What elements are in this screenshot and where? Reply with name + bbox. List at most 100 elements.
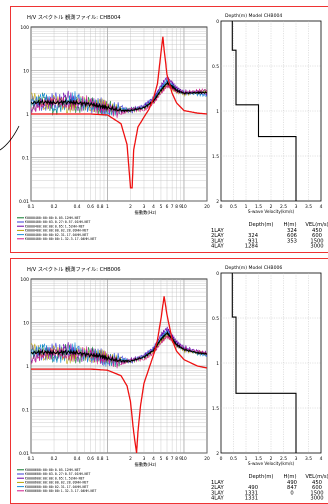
legend-entry: €0000600:00:00:00:1.32.3.17.04HH-NET (25, 489, 96, 493)
table-cell-velocity: 600 (312, 233, 322, 239)
hv-xtick-label: 10 (181, 204, 187, 210)
table-cell-layer: 1LAY (211, 228, 224, 234)
table-cell-velocity: 600 (312, 485, 322, 491)
table-cell-velocity: 450 (312, 480, 322, 486)
table-cell-layer: 4LAY (211, 496, 224, 502)
table-cell-depth: 1284 (245, 244, 259, 250)
hv-ytick-label: 0.01 (19, 451, 29, 457)
site-panel-chb004: H/V スペクトル 観測ファイル: CHB004 100 10 1 0.1 0.01 0.1… (10, 6, 328, 253)
hv-legend: €0000400:00:00:0.05.12HH-NET€0000400:00:… (17, 216, 96, 241)
legend-entry: €0000400:00:03.0.27:0.57.01HH-NET (25, 220, 91, 224)
hv-xtick-label: 2 (129, 204, 132, 210)
site-panel-chb006: H/V スペクトル 観測ファイル: CHB006 100 10 1 0.1 0.01 0.1… (10, 258, 328, 504)
vs-xtick-label: 0 (220, 204, 223, 210)
observed-hv-line-3 (31, 83, 207, 116)
hv-xtick-label: 0.2 (51, 456, 58, 462)
theoretical-hv-line (31, 36, 207, 189)
hv-ytick-label: 0.01 (19, 199, 29, 205)
vs-profile-line (231, 273, 297, 453)
hv-xtick-label: 0.6 (87, 456, 94, 462)
hv-chart-title: H/V スペクトル 観測ファイル: CHB004 (27, 13, 121, 21)
table-cell-depth: 324 (248, 233, 259, 239)
table-cell-depth: 931 (248, 238, 258, 244)
vs-xtick-label: 1 (245, 456, 248, 462)
hv-xtick-label: 3 (143, 204, 146, 210)
table-header: VEL(m/s) (305, 222, 328, 228)
vs-xtick-label: 3 (295, 204, 298, 210)
chb006-figure: H/V スペクトル 観測ファイル: CHB0061001010.10.010.1… (17, 265, 328, 502)
hv-ytick-label: 100 (20, 25, 29, 31)
mean-hv-line (31, 80, 207, 113)
vs-plot-area (220, 272, 322, 454)
legend-entry: €0000600:00:00:0.05.12HH-NET (25, 468, 81, 472)
vs-xtick-label: 0.5 (230, 456, 237, 462)
table-cell-thickness: 606 (287, 233, 297, 239)
vs-xtick-label: 4 (320, 204, 323, 210)
hv-gridlines (30, 279, 208, 454)
hv-xtick-label: 0.4 (74, 204, 81, 210)
table-header: H(m) (283, 474, 296, 480)
hv-ytick-label: 0.1 (22, 408, 29, 414)
table-cell-layer: 1LAY (211, 480, 224, 486)
hv-xtick-label: 6 (166, 204, 169, 210)
vs-chart-title: Depth(m) Model CHB004 (225, 13, 282, 19)
observed-hv-line-3 (31, 334, 207, 366)
vs-xtick-label: 2.5 (280, 456, 287, 462)
vs-plot-area (220, 20, 322, 202)
hv-xtick-label: 20 (204, 456, 210, 462)
legend-entry: €0000400:00:00:00:1.32.3.17.04HH-NET (25, 237, 96, 241)
vs-ytick-label: 1 (216, 109, 219, 115)
vs-profile-line (231, 21, 297, 201)
hv-xtick-label: 4 (152, 204, 155, 210)
hv-xtick-label: 6 (166, 456, 169, 462)
vs-ytick-label: 2 (216, 451, 219, 457)
table-cell-velocity: 1500 (310, 238, 323, 244)
vs-xaxis-label: S-wave Velocity(km/s) (248, 461, 295, 466)
table-cell-depth: 1331 (245, 490, 258, 496)
legend-entry: €0000400:00:00:00.02.28.09HH-NET (25, 229, 89, 233)
table-cell-layer: 2LAY (211, 233, 224, 239)
vs-xtick-label: 3.5 (305, 456, 312, 462)
vs-xtick-label: 0.5 (230, 204, 237, 210)
table-cell-depth: 1331 (245, 496, 258, 502)
vs-xtick-label: 1 (245, 204, 248, 210)
hv-plot-area (30, 26, 208, 202)
table-cell-velocity: 450 (312, 228, 322, 234)
table-cell-thickness: 324 (287, 228, 298, 234)
observed-hv-line-2 (31, 76, 207, 117)
vs-gridlines (221, 273, 321, 453)
hv-xtick-label: 1 (106, 456, 109, 462)
table-cell-thickness: 847 (287, 485, 297, 491)
table-cell-thickness: 0 (290, 490, 293, 496)
chb004-figure: H/V スペクトル 観測ファイル: CHB0041001010.10.010.1… (17, 13, 328, 250)
legend-entry: €0000400:00:00:0.65:1.52HH-NET (25, 224, 85, 228)
hv-legend: €0000600:00:00:0.05.12HH-NET €0000600:00:… (17, 468, 96, 493)
mean-hv-line (31, 330, 207, 364)
observed-hv-line-4 (31, 330, 207, 367)
hv-xtick-label: 3 (143, 456, 146, 462)
leader-line (0, 125, 20, 151)
hv-gridlines (30, 27, 208, 202)
hv-xtick-label: 7 (171, 204, 174, 210)
table-cell-layer: 3LAY (211, 490, 224, 496)
legend-entry: €0000600:00:00:02.31.17.04HH-NET (25, 485, 89, 489)
hv-ytick-label: 1 (26, 364, 29, 370)
hv-xtick-label: 0.1 (28, 456, 35, 462)
hv-xtick-label: 0.8 (97, 456, 104, 462)
hv-xtick-label: 20 (204, 204, 210, 210)
vs-xtick-label: 2 (270, 204, 273, 210)
legend-entry: €0000400:00:00:02.31.17.04HH-NET (25, 233, 89, 237)
hv-ytick-label: 0.1 (22, 156, 29, 162)
table-cell-layer: 2LAY (211, 485, 224, 491)
hv-xtick-label: 5 (160, 204, 163, 210)
hv-xtick-label: 2 (129, 456, 132, 462)
hv-xtick-label: 10 (181, 456, 187, 462)
vs-ytick-label: 1.5 (212, 154, 219, 160)
table-cell-layer: 3LAY (211, 238, 224, 244)
vs-xaxis-label: S-wave Velocity(km/s) (248, 209, 295, 214)
table-header: Depth(m) (249, 222, 274, 228)
table-cell-velocity: 3000 (310, 244, 323, 250)
hv-xaxis-label: 振動数(Hz) (135, 461, 157, 468)
hv-xaxis-label: 振動数(Hz) (135, 209, 157, 216)
